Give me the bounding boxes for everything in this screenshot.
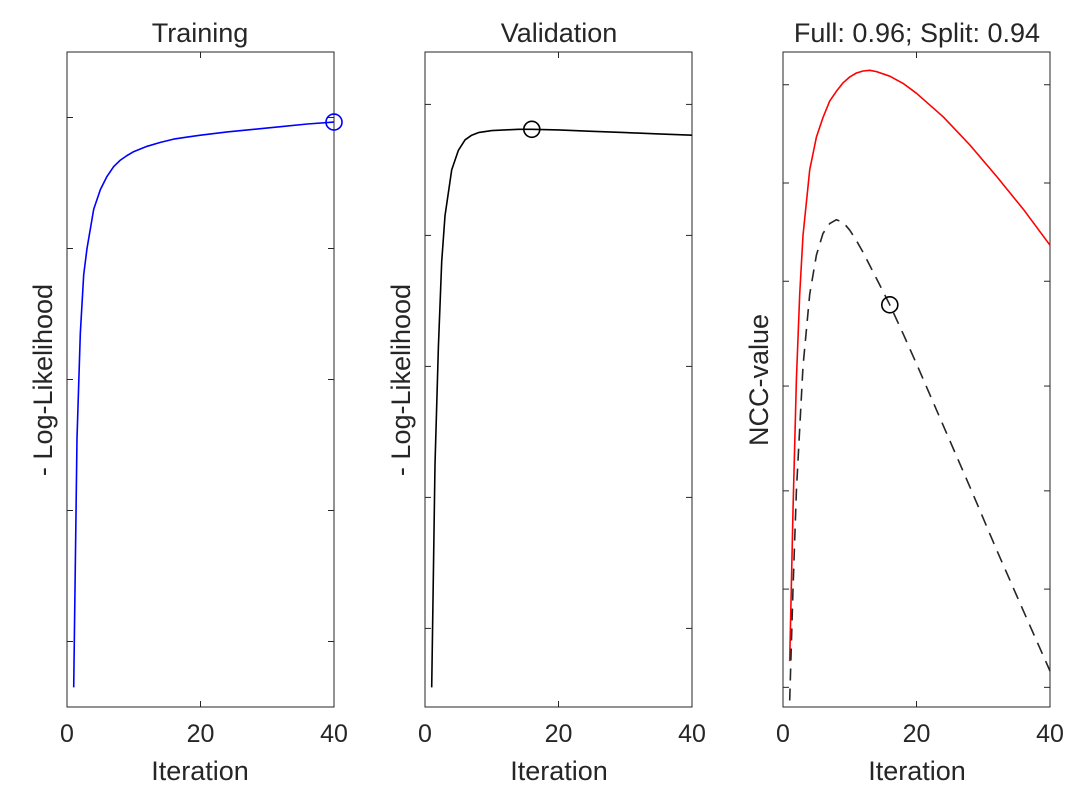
axes-box xyxy=(782,51,1051,708)
x-tick-label: 40 xyxy=(320,720,348,748)
x-tick-labels: 0 20 40 xyxy=(60,720,348,748)
chart-title: Full: 0.96; Split: 0.94 xyxy=(794,18,1040,48)
axes-box xyxy=(66,51,335,708)
series-line xyxy=(72,121,335,688)
tick-marks xyxy=(424,52,693,707)
series-lines xyxy=(72,121,335,688)
y-axis-label: - Log-Likelihood xyxy=(28,284,58,476)
panel-training: Training 0 20 40 Iteration - Log-Likelih… xyxy=(28,18,348,786)
panel-ncc: Full: 0.96; Split: 0.94 0 20 40 Iteratio… xyxy=(744,18,1064,786)
series-lines xyxy=(788,69,1051,701)
series-markers xyxy=(522,120,541,139)
series-lines xyxy=(430,128,693,688)
x-tick-labels: 0 20 40 xyxy=(776,720,1064,748)
x-tick-label: 20 xyxy=(545,720,573,748)
x-axis-label: Iteration xyxy=(151,756,249,786)
axes-box xyxy=(424,51,693,708)
series-line xyxy=(788,69,1051,662)
x-tick-label: 0 xyxy=(776,720,790,748)
y-axis-label: NCC-value xyxy=(744,314,774,446)
chart-title: Validation xyxy=(501,18,618,48)
x-tick-label: 40 xyxy=(1036,720,1064,748)
x-tick-label: 20 xyxy=(903,720,931,748)
optimum-marker xyxy=(522,120,541,139)
x-tick-label: 0 xyxy=(60,720,74,748)
x-tick-labels: 0 20 40 xyxy=(418,720,706,748)
series-line xyxy=(788,218,1051,701)
x-axis-label: Iteration xyxy=(868,756,966,786)
optimum-marker xyxy=(325,113,343,131)
series-line xyxy=(430,128,693,688)
series-markers xyxy=(880,296,899,314)
series-markers xyxy=(325,113,343,131)
x-tick-label: 0 xyxy=(418,720,432,748)
x-tick-label: 40 xyxy=(678,720,706,748)
optimum-marker xyxy=(880,296,899,314)
tick-marks xyxy=(782,52,1051,707)
x-axis-label: Iteration xyxy=(510,756,608,786)
tick-marks xyxy=(66,52,335,707)
chart-title: Training xyxy=(152,18,249,48)
panel-validation: Validation 0 20 40 Iteration - Log-Likel… xyxy=(386,18,706,786)
x-tick-label: 20 xyxy=(187,720,215,748)
y-axis-label: - Log-Likelihood xyxy=(386,284,416,476)
